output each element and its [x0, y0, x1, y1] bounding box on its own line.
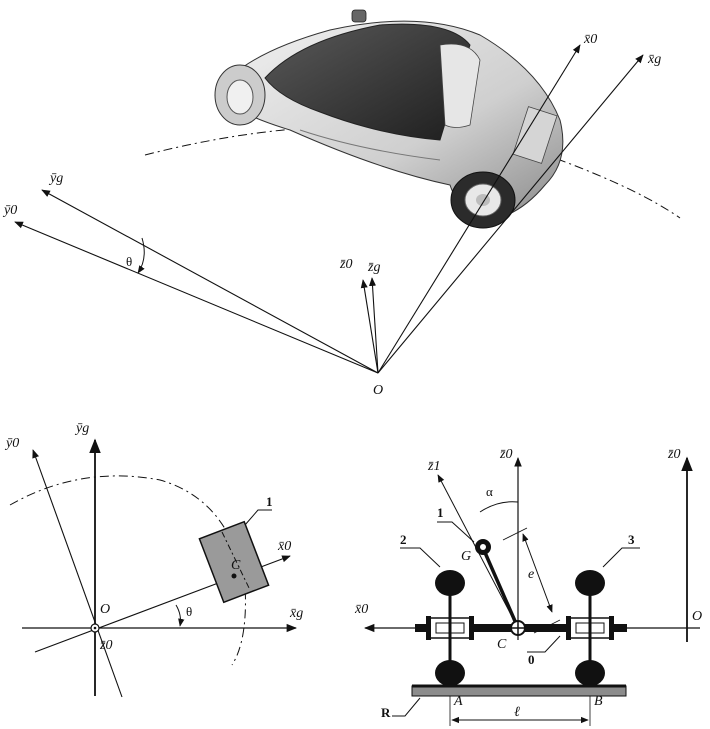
plan-label-theta: θ [186, 604, 192, 619]
plan-label-yg: ȳg [74, 421, 89, 436]
front-label-alpha: α [486, 484, 493, 499]
wheel-2-top [435, 570, 465, 596]
front-label-z0-right: z̄0 [667, 447, 680, 462]
leader-part1 [437, 521, 475, 543]
label-x0: x̄0 [583, 32, 597, 47]
axis-z0 [360, 279, 379, 374]
plan-label-origin: O [100, 602, 110, 617]
axis-y0 [14, 221, 379, 374]
front-label-origin: O [692, 609, 702, 624]
top-view: ȳ0 ȳg x̄0 x̄g z̄0 z̄g θ O [2, 9, 681, 398]
theta-arc [137, 237, 145, 274]
body-1 [198, 520, 270, 604]
plan-label-x0: x̄0 [277, 539, 291, 554]
wheel-3-bottom [575, 660, 605, 686]
front-view: z̄1 z̄0 z̄0 x̄0 O α 1 2 3 0 G C e R A B … [354, 447, 702, 726]
vehicle-illustration [214, 9, 564, 229]
front-label-part0: 0 [528, 652, 535, 667]
plan-theta-arc [175, 604, 185, 627]
plan-label-y0: ȳ0 [4, 436, 19, 451]
axis-yg [41, 189, 379, 374]
plan-view: ȳ0 ȳg x̄0 x̄g O z̄0 C θ 1 [4, 421, 303, 698]
pendulum-rod [481, 547, 520, 629]
label-theta: θ [126, 254, 132, 269]
label-zg: z̄g [367, 260, 380, 275]
front-label-g: G [461, 549, 471, 564]
front-label-z0-center: z̄0 [499, 447, 512, 462]
leader-part2 [400, 547, 441, 568]
front-label-l: ℓ [514, 705, 520, 720]
front-label-a: A [453, 694, 463, 709]
front-label-z1: z̄1 [427, 459, 440, 474]
plan-label-xg: x̄g [289, 606, 303, 621]
wheel-3-top [575, 570, 605, 596]
point-c [231, 573, 237, 579]
plan-trajectory-arc [9, 475, 246, 666]
plan-label-z0: z̄0 [99, 638, 112, 653]
label-yg: ȳg [48, 171, 63, 186]
leader-part0 [527, 635, 561, 653]
front-label-x0: x̄0 [354, 602, 368, 617]
label-y0: ȳ0 [2, 203, 17, 218]
front-label-ground: R [381, 705, 391, 720]
front-label-part1: 1 [437, 505, 444, 520]
plan-label-body: 1 [266, 494, 273, 509]
axis-xg [377, 54, 644, 374]
axis-zg [368, 277, 379, 374]
front-label-part2: 2 [400, 532, 407, 547]
plan-axis-y0 [32, 449, 123, 698]
label-xg: x̄g [647, 52, 661, 67]
front-label-c: C [497, 637, 507, 652]
axis-x0 [377, 44, 581, 374]
leader-1 [244, 509, 272, 526]
front-label-b: B [594, 694, 603, 709]
alpha-arc [479, 501, 519, 513]
leader-part3 [602, 547, 640, 568]
label-origin: O [373, 383, 383, 398]
plan-label-c: C [231, 558, 241, 573]
front-label-e: e [528, 567, 534, 582]
front-label-part3: 3 [628, 532, 635, 547]
body-axis [221, 531, 251, 591]
dimension-e [522, 533, 553, 613]
label-z0: z̄0 [339, 257, 352, 272]
wheel-2-bottom [435, 660, 465, 686]
leader-ground [392, 697, 421, 717]
